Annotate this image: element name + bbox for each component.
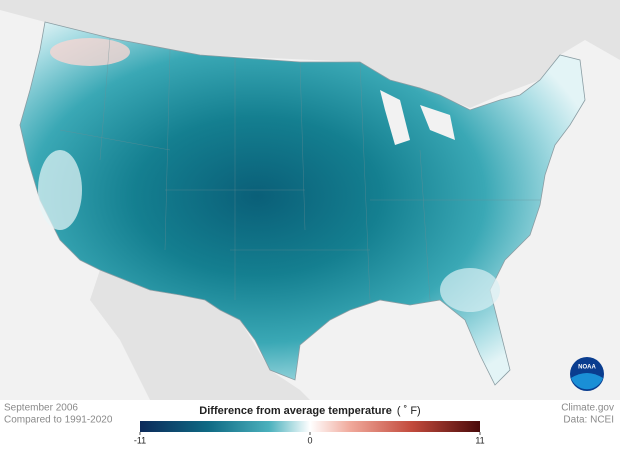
mexico [90,270,310,400]
great-lakes [380,90,455,145]
near-normal-area [440,268,500,312]
data-credit: Data: NCEI [563,415,614,426]
near-normal-area [38,150,82,230]
baseline-caption: Compared to 1991-2020 [4,415,113,426]
state-borders [59,37,540,301]
source-credit: Climate.gov [561,403,614,414]
legend-title-text: Difference from average temperature [199,405,392,417]
warm-area [50,38,130,66]
scale-tick-label: -11 [134,435,146,445]
scale-tick-label: 11 [475,435,484,445]
scale-ticks: -11 0 11 [134,432,485,445]
legend-unit: ( ˚ F) [397,405,421,417]
scale-tick-label: 0 [307,435,312,445]
noaa-logo: NOAA [570,357,604,391]
color-scale [140,421,480,432]
logo-text: NOAA [578,365,596,371]
legend-title: Difference from average temperature ( ˚ F… [199,405,420,417]
logo-wave [571,373,603,390]
date-caption: September 2006 [4,403,78,414]
canada [0,0,620,108]
